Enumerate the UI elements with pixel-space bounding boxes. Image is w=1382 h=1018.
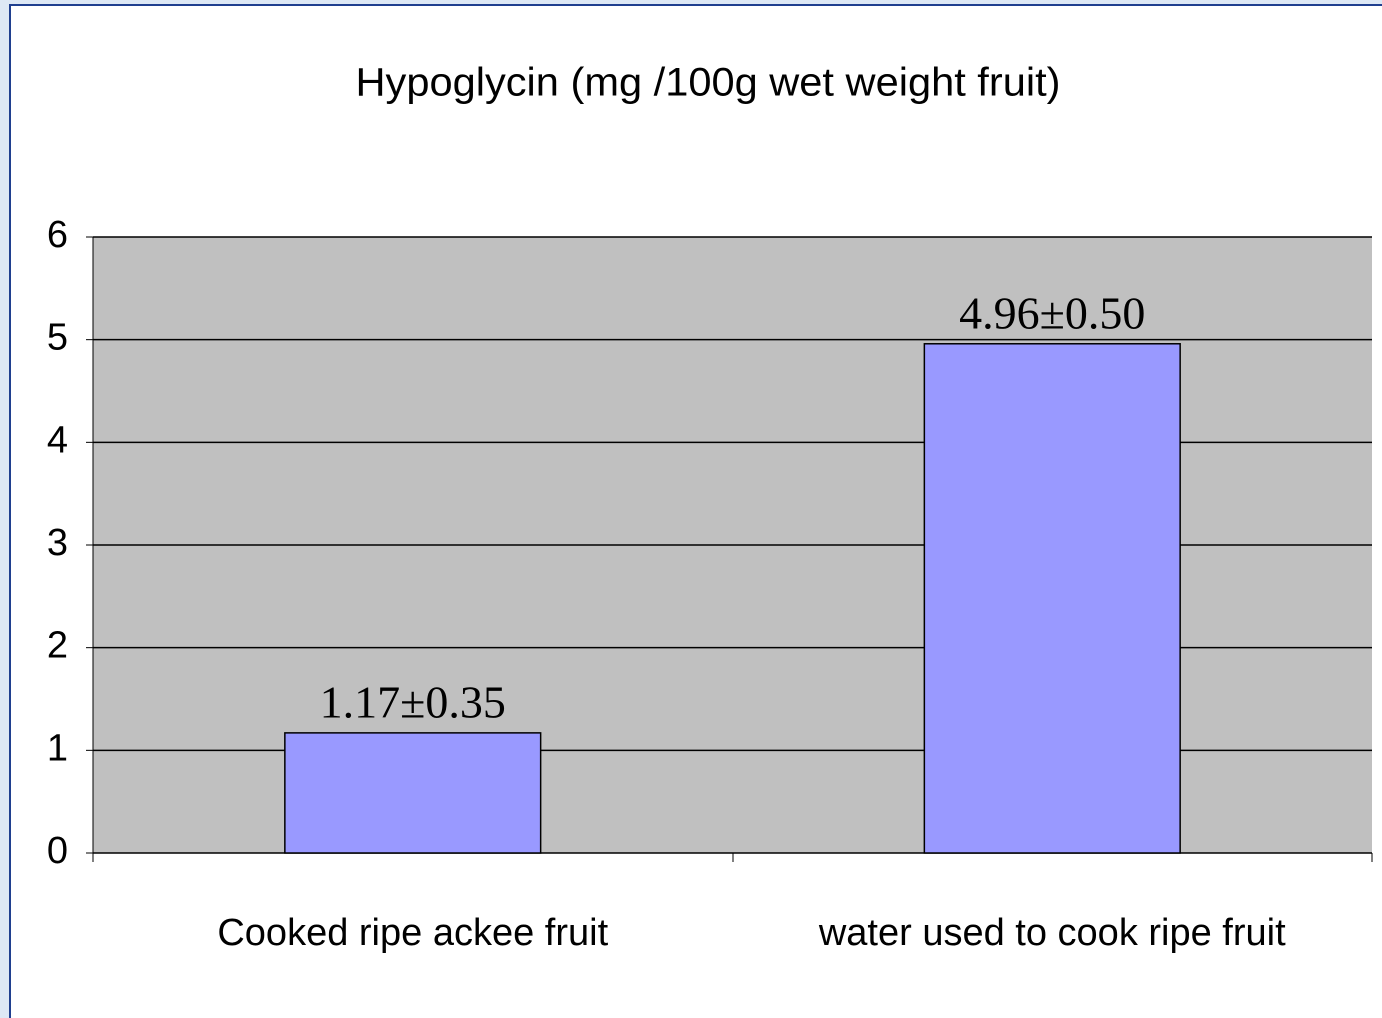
x-tick-label: Cooked ripe ackee fruit: [217, 912, 608, 954]
y-tick-label: 3: [47, 522, 68, 564]
y-tick-label: 0: [47, 830, 68, 872]
data-label: 4.96±0.50: [959, 287, 1145, 338]
y-tick-label: 1: [47, 727, 68, 769]
y-tick-label: 6: [47, 214, 68, 256]
bar: [284, 732, 542, 854]
y-tick-label: 2: [47, 625, 68, 667]
y-tick-label: 4: [47, 419, 68, 461]
chart-title: Hypoglycin (mg /100g wet weight fruit): [356, 61, 1061, 105]
x-tick-label: water used to cook ripe fruit: [818, 912, 1286, 954]
bar: [923, 343, 1181, 854]
data-label: 1.17±0.35: [320, 676, 506, 727]
y-tick-label: 5: [47, 317, 68, 359]
